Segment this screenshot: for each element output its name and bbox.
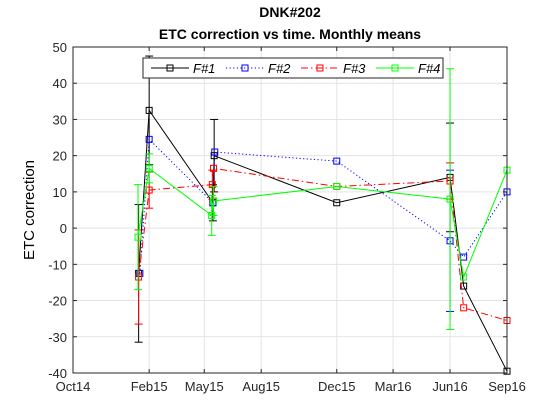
legend-marker xyxy=(241,64,249,72)
legend-marker xyxy=(316,64,324,72)
y-tick-label: -10 xyxy=(48,257,67,272)
data-point xyxy=(145,164,153,172)
x-tick-label: Sep16 xyxy=(488,379,526,394)
legend-marker xyxy=(166,64,174,72)
data-point xyxy=(145,186,153,194)
x-tick-label: Dec15 xyxy=(318,379,356,394)
y-tick-label: -30 xyxy=(48,330,67,345)
y-tick-label: -20 xyxy=(48,294,67,309)
data-point xyxy=(145,106,153,114)
data-point xyxy=(135,273,143,281)
data-point xyxy=(333,182,341,190)
data-point xyxy=(210,152,218,160)
data-point xyxy=(460,282,468,290)
x-tick-label: Jun16 xyxy=(432,379,467,394)
plot-area xyxy=(73,47,507,373)
data-point xyxy=(210,197,218,205)
series-line xyxy=(138,167,508,321)
data-point xyxy=(460,273,468,281)
legend-marker xyxy=(391,64,399,72)
chart-title-line-1: DNK#202 xyxy=(259,4,321,20)
legend-label: F#3 xyxy=(343,61,366,76)
x-tick-label: May15 xyxy=(185,379,224,394)
plot-frame xyxy=(72,46,508,374)
y-axis-label: ETC correction xyxy=(21,160,38,260)
data-point xyxy=(208,181,216,189)
legend-entry: F#4 xyxy=(376,61,440,76)
data-point xyxy=(460,304,468,312)
x-tick-label: Mar16 xyxy=(375,379,412,394)
data-point xyxy=(333,199,341,207)
y-tick-label: 10 xyxy=(53,185,67,200)
series-4 xyxy=(134,68,511,331)
legend-entry: F#3 xyxy=(301,61,366,76)
y-tick-label: 0 xyxy=(60,221,67,236)
legend-label: F#2 xyxy=(268,61,291,76)
legend-label: F#1 xyxy=(193,61,215,76)
y-tick-label: -40 xyxy=(48,366,67,381)
axes: -40 -30 -20 -10 0 10 20 30 40 50 Oct14 Feb15 May15 Au… xyxy=(48,40,526,394)
x-tick-label: Oct14 xyxy=(56,379,91,394)
y-tick-label: 40 xyxy=(53,76,67,91)
legend: F#1 F#2 F#3 F#4 xyxy=(142,57,444,79)
data-point xyxy=(145,135,153,143)
data-point xyxy=(210,164,218,172)
chart-title-line-2: ETC correction vs time. Monthly means xyxy=(159,26,421,42)
y-tick-label: 20 xyxy=(53,149,67,164)
legend-entry: F#2 xyxy=(226,61,291,76)
x-tick-label: Aug15 xyxy=(242,379,280,394)
series-line xyxy=(138,108,508,372)
data-point xyxy=(134,233,142,241)
legend-entry: F#1 xyxy=(151,61,215,76)
data-point xyxy=(446,195,454,203)
series-layer xyxy=(134,55,511,375)
legend-label: F#4 xyxy=(418,61,440,76)
series-line xyxy=(137,167,508,279)
y-tick-label: 50 xyxy=(53,40,67,55)
x-tick-label: Feb15 xyxy=(131,379,168,394)
data-point xyxy=(333,157,341,165)
y-tick-label: 30 xyxy=(53,112,67,127)
legend-box xyxy=(142,57,444,79)
data-point xyxy=(211,148,219,156)
